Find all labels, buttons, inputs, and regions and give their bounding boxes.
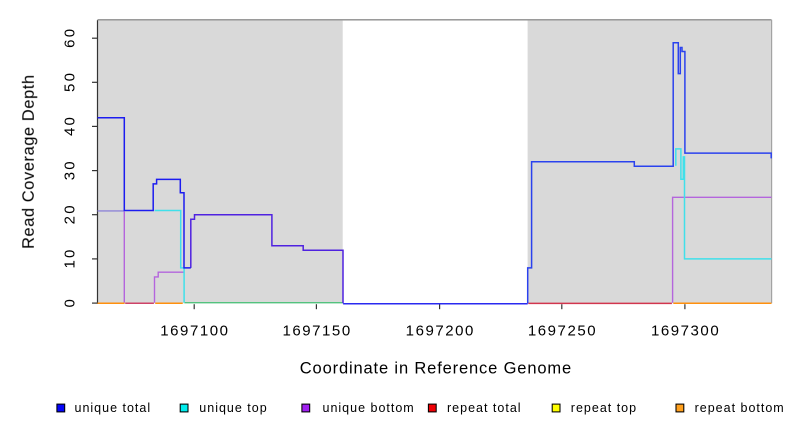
svg-text:30: 30 xyxy=(62,159,79,180)
svg-text:Read Coverage Depth: Read Coverage Depth xyxy=(20,74,38,249)
svg-text:50: 50 xyxy=(62,71,79,92)
svg-text:1697300: 1697300 xyxy=(651,323,720,340)
svg-text:repeat top: repeat top xyxy=(571,401,637,415)
svg-text:1697100: 1697100 xyxy=(160,323,229,340)
svg-text:unique bottom: unique bottom xyxy=(323,401,415,415)
svg-text:1697250: 1697250 xyxy=(528,323,597,340)
svg-text:20: 20 xyxy=(62,203,79,224)
svg-text:repeat total: repeat total xyxy=(447,401,522,415)
svg-text:40: 40 xyxy=(62,115,79,136)
svg-text:10: 10 xyxy=(62,247,79,268)
svg-text:1697150: 1697150 xyxy=(282,323,351,340)
svg-text:0: 0 xyxy=(62,297,79,308)
svg-text:unique top: unique top xyxy=(199,401,267,415)
svg-text:1697200: 1697200 xyxy=(406,323,475,340)
svg-text:60: 60 xyxy=(62,27,79,48)
svg-text:repeat bottom: repeat bottom xyxy=(695,401,785,415)
svg-text:unique total: unique total xyxy=(75,401,152,415)
svg-text:Coordinate in Reference Genome: Coordinate in Reference Genome xyxy=(300,360,572,378)
